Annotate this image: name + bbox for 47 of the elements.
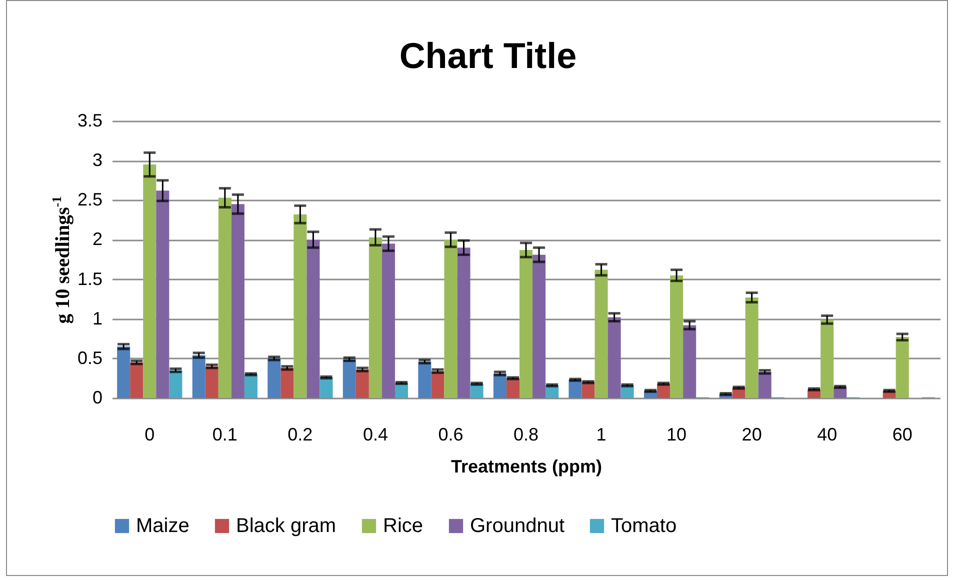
y-tick-label: 0 [92,388,102,408]
x-tick-label: 20 [742,424,762,444]
bar [745,297,758,398]
x-tick-label: 0.1 [212,424,238,444]
bar [156,190,170,398]
y-tick-label: 0.5 [77,348,102,368]
bar [368,237,382,398]
x-tick-label: 0 [144,424,155,444]
bar [143,164,156,398]
bar [306,240,320,398]
x-tick-label: 10 [666,424,687,444]
bar [382,244,395,398]
bar [320,377,333,398]
x-tick-label: 0.6 [438,424,464,444]
y-tick-label: 3.5 [77,110,102,130]
bar [294,214,307,398]
y-tick-label: 1.5 [77,268,102,289]
bar [670,275,684,398]
bar [683,325,696,398]
legend-label: Maize [136,515,190,537]
chart-title: Chart Title [399,35,577,76]
bar [457,248,470,398]
legend-label: Tomato [611,515,677,537]
bar [532,254,546,398]
x-tick-label: 0.8 [513,424,539,444]
x-tick-label: 60 [892,424,912,444]
x-axis-title: Treatments (ppm) [450,456,602,476]
y-tick-label: 1 [92,308,102,328]
x-tick-label: 0.2 [288,424,313,444]
bar [896,337,909,398]
x-tick-label: 1 [596,424,606,444]
x-tick-label: 0.4 [362,424,388,444]
legend-label: Groundnut [470,515,565,537]
bar [218,198,232,398]
legend-label: Rice [383,515,424,537]
legend-label: Black gram [236,515,336,537]
bar [444,240,458,398]
y-tick-label: 2 [92,229,102,250]
bar [519,250,533,398]
bar [231,204,244,398]
bar [820,320,834,398]
y-tick-label: 2.5 [77,190,102,210]
bar [244,374,258,398]
bar [594,270,608,398]
y-tick-label: 3 [92,150,102,170]
bar [608,317,621,398]
x-tick-label: 40 [817,424,838,444]
